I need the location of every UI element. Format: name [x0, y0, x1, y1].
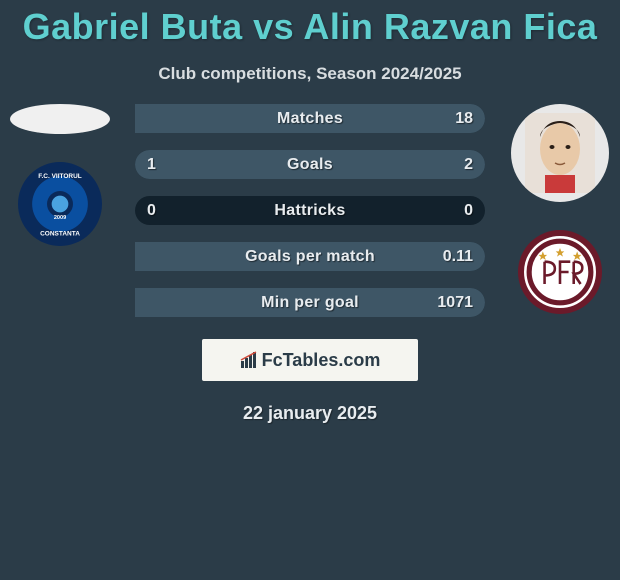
bar-chart-icon: [240, 351, 258, 369]
stat-label: Min per goal: [261, 294, 359, 312]
left-player-column: F.C. VIITORUL CONSTANTA 2009: [10, 104, 110, 246]
stat-value-right: 1071: [437, 294, 473, 312]
stat-value-left: 0: [147, 202, 156, 220]
stat-row-goals-per-match: Goals per match 0.11: [135, 242, 485, 271]
svg-text:2009: 2009: [54, 215, 66, 221]
left-player-avatar: [10, 104, 110, 134]
stat-value-left: 1: [147, 156, 156, 174]
stat-value-right: 18: [455, 110, 473, 128]
stat-label: Goals per match: [245, 248, 375, 266]
svg-text:F.C. VIITORUL: F.C. VIITORUL: [38, 173, 82, 180]
stat-row-hattricks: 0 Hattricks 0: [135, 196, 485, 225]
stat-row-min-per-goal: Min per goal 1071: [135, 288, 485, 317]
stat-value-right: 0.11: [443, 248, 473, 266]
right-player-column: [510, 104, 610, 314]
stat-label: Matches: [277, 110, 343, 128]
viitorul-crest-icon: F.C. VIITORUL CONSTANTA 2009: [21, 164, 99, 244]
player-face-icon: [525, 113, 595, 193]
stat-row-matches: Matches 18: [135, 104, 485, 133]
stat-fill-right: [251, 150, 486, 179]
right-player-avatar: [511, 104, 609, 202]
svg-text:CONSTANTA: CONSTANTA: [40, 231, 80, 238]
stat-label: Goals: [287, 156, 333, 174]
site-badge: FcTables.com: [202, 339, 418, 381]
cfr-crest-icon: [524, 236, 596, 308]
right-club-badge: [518, 230, 602, 314]
stat-label: Hattricks: [274, 202, 345, 220]
stat-row-goals: 1 Goals 2: [135, 150, 485, 179]
subtitle: Club competitions, Season 2024/2025: [0, 64, 620, 84]
page-title: Gabriel Buta vs Alin Razvan Fica: [0, 0, 620, 48]
stat-value-right: 0: [464, 202, 473, 220]
date-text: 22 january 2025: [10, 403, 610, 424]
left-club-badge: F.C. VIITORUL CONSTANTA 2009: [18, 162, 102, 246]
stat-value-right: 2: [464, 156, 473, 174]
site-name: FcTables.com: [262, 350, 381, 371]
comparison-area: F.C. VIITORUL CONSTANTA 2009: [0, 104, 620, 424]
stats-bars: Matches 18 1 Goals 2 0 Hattricks 0 Goals…: [135, 104, 485, 317]
